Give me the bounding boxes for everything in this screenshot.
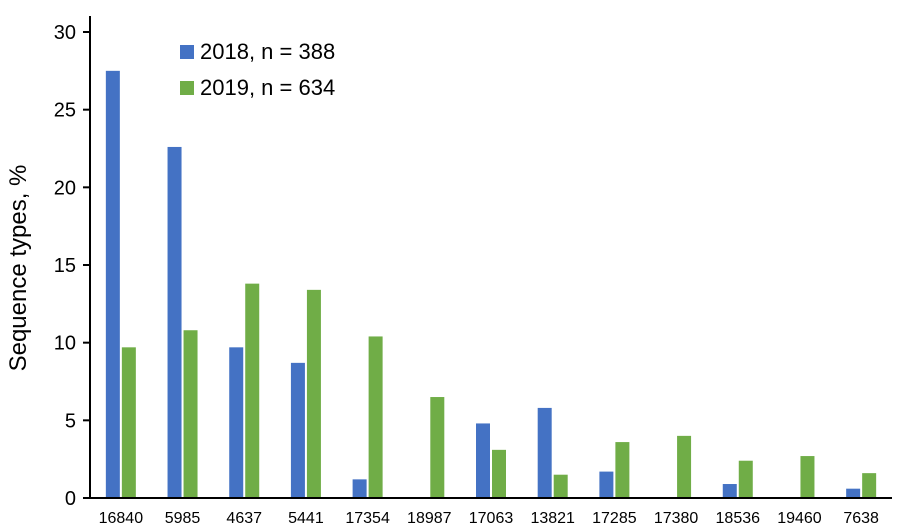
y-tick-label: 25 xyxy=(54,100,76,122)
x-tick-label: 17063 xyxy=(469,510,514,527)
bar-2019-18987 xyxy=(430,397,445,498)
y-axis: 0 5 10 15 20 25 30 xyxy=(54,22,90,510)
y-tick-label: 20 xyxy=(54,177,76,199)
y-tick-label: 0 xyxy=(65,488,76,510)
y-tick-label: 5 xyxy=(65,410,76,432)
legend-swatch xyxy=(180,81,194,95)
bar-2018-16840 xyxy=(105,70,120,498)
bar-2019-19460 xyxy=(800,456,815,498)
x-tick-label: 17354 xyxy=(345,510,390,527)
bar-2018-5985 xyxy=(167,146,182,499)
bars-group xyxy=(105,70,877,499)
legend-label: 2018, n = 388 xyxy=(200,39,335,64)
x-tick-label: 18536 xyxy=(716,510,761,527)
bar-2019-5985 xyxy=(183,330,198,498)
bar-2019-7638 xyxy=(862,473,877,498)
bar-2018-13821 xyxy=(537,407,552,498)
legend: 2018, n = 388 2019, n = 634 xyxy=(180,39,335,100)
y-axis-title: Sequence types, % xyxy=(5,165,32,372)
y-tick-label: 15 xyxy=(54,255,76,277)
x-tick-label: 17285 xyxy=(592,510,637,527)
y-tick-label: 10 xyxy=(54,333,76,355)
x-tick-label: 16840 xyxy=(99,510,144,527)
x-tick-label: 7638 xyxy=(843,510,879,527)
bar-2019-4637 xyxy=(245,283,260,498)
bar-2019-17285 xyxy=(615,442,630,498)
x-tick-label: 5985 xyxy=(165,510,201,527)
bar-2019-13821 xyxy=(553,474,568,498)
x-tick-label: 4637 xyxy=(226,510,262,527)
bar-2019-5441 xyxy=(306,289,321,498)
bar-2018-18536 xyxy=(722,484,737,498)
x-tick-label: 13821 xyxy=(530,510,575,527)
bar-2019-17380 xyxy=(677,435,692,498)
x-tick-label: 17380 xyxy=(654,510,699,527)
x-axis: 16840 5985 4637 5441 17354 18987 17063 13821 172… xyxy=(99,510,879,527)
bar-2018-17063 xyxy=(476,423,490,498)
bar-2018-17285 xyxy=(599,471,614,498)
legend-label: 2019, n = 634 xyxy=(200,75,335,100)
bar-2018-4637 xyxy=(229,347,244,498)
x-tick-label: 18987 xyxy=(407,510,452,527)
bar-2019-17354 xyxy=(368,336,383,498)
bar-2019-17063 xyxy=(492,449,506,498)
bar-2018-17354 xyxy=(352,479,367,498)
bar-2018-7638 xyxy=(846,488,861,498)
x-tick-label: 5441 xyxy=(288,510,324,527)
y-tick-label: 30 xyxy=(54,22,76,44)
bar-2018-5441 xyxy=(290,362,305,498)
legend-swatch xyxy=(180,45,194,59)
bar-2019-16840 xyxy=(121,347,136,498)
bar-2019-18536 xyxy=(738,460,753,498)
x-tick-label: 19460 xyxy=(777,510,822,527)
